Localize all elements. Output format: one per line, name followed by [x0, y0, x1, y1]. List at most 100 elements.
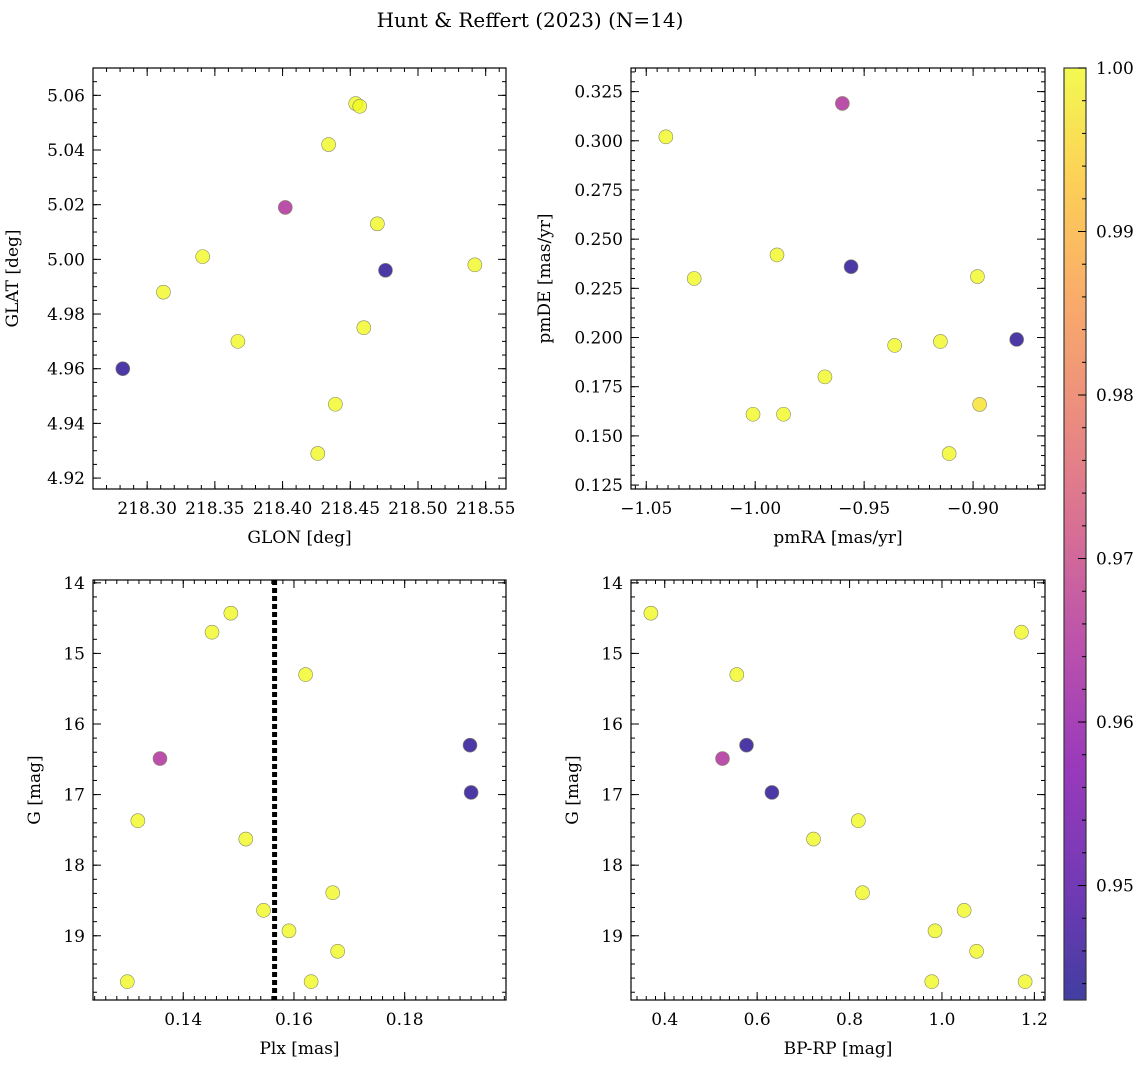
x-tick-label: 218.45 — [321, 499, 380, 519]
x-tick-label: 0.16 — [275, 1010, 313, 1030]
data-point — [462, 737, 478, 753]
colorbar-tick-label: 0.96 — [1096, 713, 1134, 733]
scatter-panel-bprp-g: 0.4 0.6 0.8 1.0 1.2 14 15 16 17 18 19 BP-RP [mag] G … — [563, 574, 1048, 1059]
y-tick-label: 15 — [63, 644, 85, 664]
data-point — [330, 943, 345, 959]
figure-title: Hunt & Reffert (2023) (N=14) — [377, 8, 684, 32]
x-axis-label: GLON [deg] — [247, 528, 351, 548]
x-tick-label: 0.14 — [164, 1010, 202, 1030]
y-tick-label: 18 — [601, 856, 623, 876]
y-axis-label: GLAT [deg] — [3, 229, 23, 327]
y-axis-label: G [mag] — [563, 755, 583, 824]
y-tick-label: 14 — [63, 574, 85, 594]
data-point — [764, 785, 780, 800]
data-point — [969, 943, 984, 959]
data-point — [927, 923, 943, 939]
data-point — [1017, 974, 1033, 989]
colorbar-gradient — [1063, 67, 1087, 1001]
data-point — [303, 974, 319, 989]
data-point — [769, 247, 785, 263]
colorbar-tick-label: 0.95 — [1096, 877, 1134, 897]
data-point — [204, 624, 220, 640]
y-tick-label: 4.94 — [47, 414, 85, 434]
x-axis-label: BP-RP [mag] — [784, 1039, 893, 1059]
y-tick-label: 4.98 — [47, 305, 85, 325]
data-point — [776, 406, 791, 422]
y-tick-label: 16 — [601, 715, 623, 735]
colorbar: 0.95 0.96 0.97 0.98 0.99 1.00 — [1063, 59, 1134, 1001]
y-tick-label: 17 — [601, 786, 623, 806]
data-point — [352, 98, 368, 114]
data-point — [310, 446, 326, 461]
y-tick-label: 5.04 — [47, 141, 85, 161]
x-tick-label: 1.2 — [1021, 1010, 1048, 1030]
scatter-panel-pmra-pmde: −1.05 −1.00 −0.95 −0.90 0.125 0.150 0.175 0.200… — [535, 67, 1046, 548]
x-tick-label: 218.40 — [253, 499, 312, 519]
data-point — [643, 605, 659, 621]
y-tick-label: 0.150 — [574, 427, 623, 447]
y-tick-label: 0.275 — [574, 181, 623, 201]
data-point — [230, 334, 246, 349]
x-tick-label: −0.95 — [838, 499, 890, 519]
data-point — [328, 396, 343, 412]
colorbar-tick-label: 1.00 — [1096, 59, 1134, 79]
data-point — [855, 885, 870, 901]
x-tick-label: 0.6 — [744, 1010, 771, 1030]
data-point — [281, 923, 297, 939]
y-tick-label: 4.96 — [47, 360, 85, 380]
y-tick-label: 5.02 — [47, 196, 85, 216]
data-point — [835, 96, 850, 111]
data-point — [715, 751, 730, 766]
y-axis-label: pmDE [mas/yr] — [535, 213, 555, 343]
y-tick-label: 16 — [63, 715, 85, 735]
data-point — [130, 813, 146, 829]
y-tick-label: 5.06 — [47, 86, 85, 106]
data-point — [972, 397, 987, 412]
y-tick-label: 0.250 — [574, 230, 623, 250]
data-point — [370, 216, 385, 232]
data-point — [152, 751, 168, 766]
data-point — [817, 369, 833, 385]
data-point — [933, 334, 948, 349]
data-point — [1009, 332, 1024, 347]
data-point — [238, 831, 254, 847]
colorbar-tick-label: 0.97 — [1096, 550, 1134, 570]
x-tick-label: 218.35 — [185, 499, 244, 519]
data-point — [739, 737, 754, 753]
data-point — [120, 974, 135, 989]
x-axis-label: Plx [mas] — [259, 1039, 339, 1059]
data-point — [378, 262, 393, 278]
x-tick-label: 0.18 — [386, 1010, 424, 1030]
axes-frame — [92, 579, 507, 1001]
x-tick-label: −0.90 — [947, 499, 999, 519]
x-tick-label: 0.8 — [836, 1010, 863, 1030]
y-tick-label: 0.300 — [574, 132, 623, 152]
data-point — [745, 406, 761, 422]
data-point — [806, 831, 821, 847]
data-point — [277, 200, 293, 215]
data-point — [356, 320, 372, 336]
data-point — [321, 137, 336, 152]
x-tick-label: 218.55 — [456, 499, 515, 519]
data-point — [223, 605, 239, 621]
y-tick-label: 0.200 — [574, 329, 623, 349]
y-tick-label: 5.00 — [47, 250, 85, 270]
y-tick-label: 0.325 — [574, 83, 623, 103]
y-axis-label: G [mag] — [25, 755, 45, 824]
y-tick-label: 18 — [63, 856, 85, 876]
y-tick-label: 19 — [63, 927, 85, 947]
scatter-panel-plx-g: 0.14 0.16 0.18 14 15 16 17 18 19 Plx [mas] G [mag] — [25, 574, 507, 1059]
x-tick-label: −1.05 — [620, 499, 672, 519]
data-point — [298, 667, 313, 682]
data-point — [156, 284, 171, 300]
y-tick-label: 14 — [601, 574, 623, 594]
data-point — [325, 885, 341, 901]
data-point — [851, 813, 866, 829]
colorbar-tick-label: 0.99 — [1096, 223, 1134, 243]
y-tick-label: 0.125 — [574, 476, 623, 496]
data-point — [463, 785, 479, 800]
y-tick-label: 15 — [601, 644, 623, 664]
data-point — [941, 446, 957, 461]
x-tick-label: 1.0 — [928, 1010, 955, 1030]
